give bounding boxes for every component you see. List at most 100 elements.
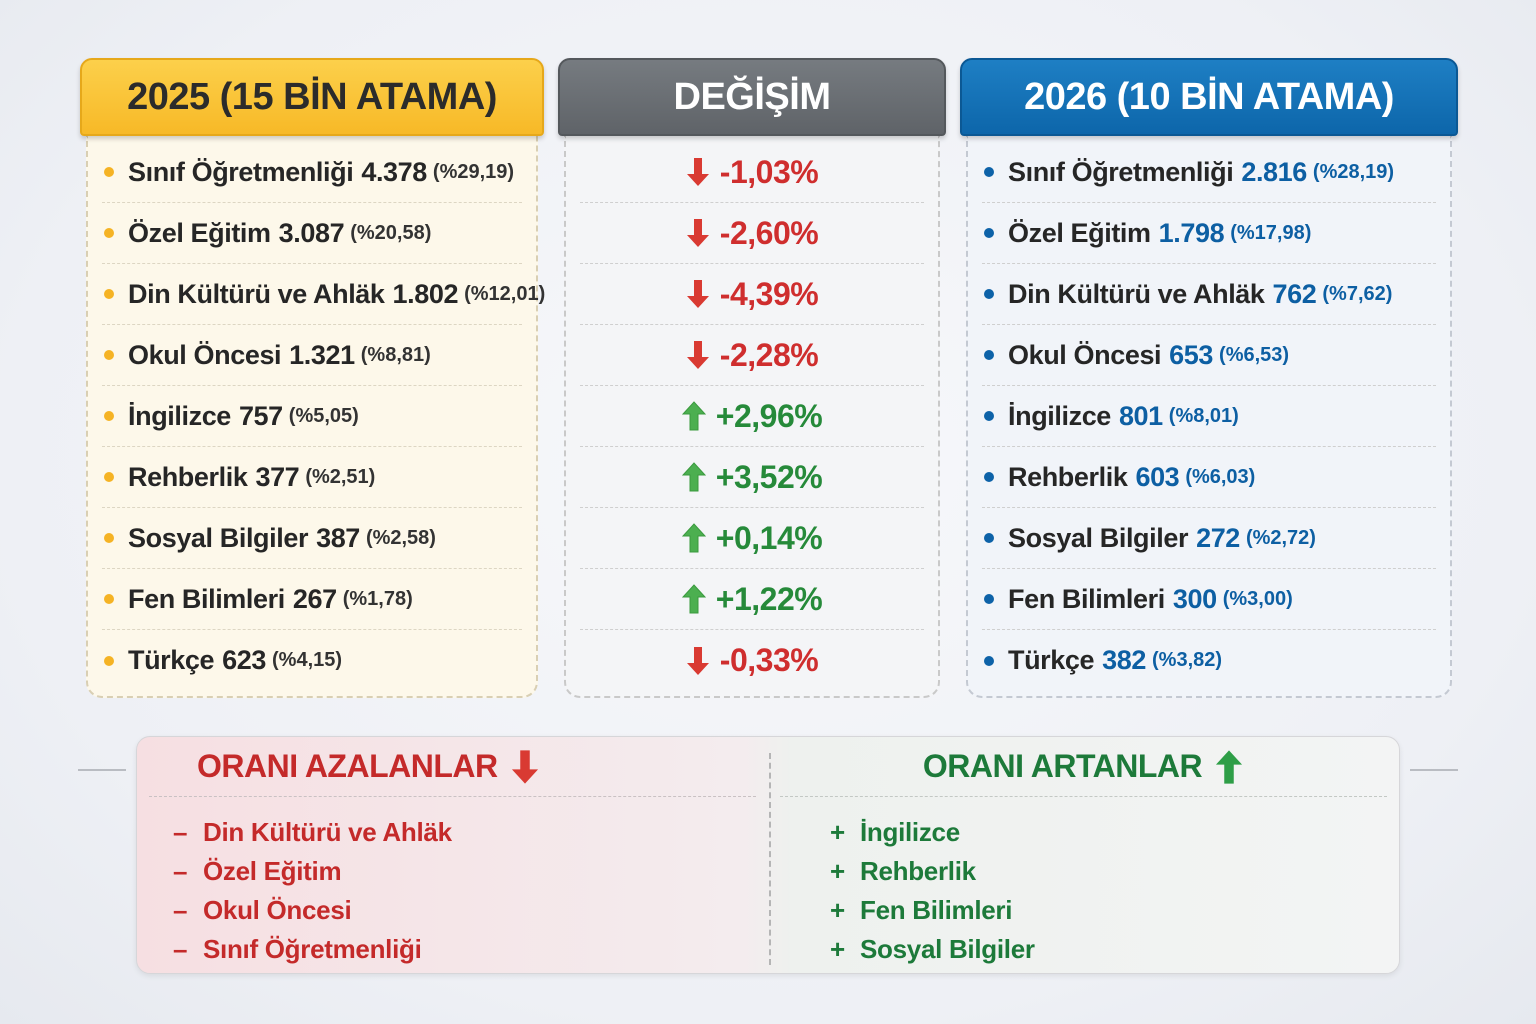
branch-count: 377 xyxy=(255,461,300,492)
plus-icon: + xyxy=(830,934,845,964)
change-value: -2,28% xyxy=(719,336,819,373)
branch-count: 1.802 xyxy=(392,278,459,309)
plus-icon: + xyxy=(830,817,845,847)
list-item: Rehberlik 603 (%6,03) xyxy=(982,447,1436,508)
bullet-dot-icon xyxy=(984,472,994,482)
branch-name: Türkçe xyxy=(128,645,215,675)
list-item: + İngilizce xyxy=(780,813,1387,852)
list-item: Din Kültürü ve Ahläk 1.802 (%12,01) xyxy=(102,264,545,325)
branch-percent: (%2,58) xyxy=(365,526,436,549)
decorative-line-left xyxy=(78,769,126,771)
bullet-dot-icon xyxy=(104,655,114,666)
list-item: Özel Eğitim 3.087 (%20,58) xyxy=(102,203,522,264)
branch-percent: (%2,72) xyxy=(1245,526,1316,549)
branch-percent: (%7,62) xyxy=(1322,282,1393,305)
branch-name: Sınıf Öğretmenliği xyxy=(128,156,354,187)
summary-increased-label: ORANI ARTANLAR xyxy=(922,748,1203,784)
item-label: Sosyal Bilgiler xyxy=(860,934,1035,964)
item-label: Okul Öncesi xyxy=(203,895,352,925)
list-item: Türkçe 382 (%3,82) xyxy=(982,630,1436,691)
list-item: Sınıf Öğretmenliği 4.378 (%29,19) xyxy=(102,142,522,203)
branch-count: 272 xyxy=(1196,522,1240,553)
branch-count: 387 xyxy=(316,522,360,553)
branch-count: 267 xyxy=(292,583,337,614)
header-2025: 2025 (15 BİN ATAMA) xyxy=(80,58,544,136)
list-item: -4,39% xyxy=(580,264,924,325)
arrow-up-icon xyxy=(681,584,706,614)
branch-count: 801 xyxy=(1118,400,1163,431)
branch-count: 757 xyxy=(238,400,283,431)
branch-percent: (%4,15) xyxy=(272,649,343,671)
list-item: +2,96% xyxy=(580,386,924,447)
list-2025: Sınıf Öğretmenliği 4.378 (%29,19) Özel Eği… xyxy=(86,136,545,698)
bullet-dot-icon xyxy=(104,350,114,360)
list-2026: Sınıf Öğretmenliği 2.816 (%28,19) Özel Eği… xyxy=(966,136,1452,698)
branch-percent: (%8,81) xyxy=(360,343,431,366)
branch-percent: (%6,53) xyxy=(1219,343,1290,366)
bullet-dot-icon xyxy=(104,167,114,177)
summary-decreased-title: ORANI AZALANLAR xyxy=(149,737,756,797)
arrow-down-icon xyxy=(686,280,709,308)
list-item: +0,14% xyxy=(580,508,924,569)
branch-name: Sosyal Bilgiler xyxy=(1008,522,1189,553)
list-item: Okul Öncesi 653 (%6,53) xyxy=(982,325,1436,386)
change-value: -0,33% xyxy=(719,642,819,678)
branch-percent: (%12,01) xyxy=(464,282,546,305)
column-change: DEĞİŞİM -1,03% -2,60% -4,39% -2,28% +2,9… xyxy=(558,58,946,698)
branch-count: 382 xyxy=(1102,645,1147,675)
item-label: Sınıf Öğretmenliği xyxy=(203,934,422,964)
column-2026: 2026 (10 BİN ATAMA) Sınıf Öğretmenliği 2.… xyxy=(960,58,1458,698)
branch-name: İngilizce xyxy=(128,400,231,431)
header-2025-title: 2025 (15 BİN ATAMA) xyxy=(127,75,497,118)
bullet-dot-icon xyxy=(984,411,994,421)
branch-name: Rehberlik xyxy=(128,461,248,492)
decorative-line-right xyxy=(1410,769,1458,771)
branch-count: 762 xyxy=(1272,278,1317,309)
branch-name: Rehberlik xyxy=(1008,461,1128,492)
list-item: + Rehberlik xyxy=(780,852,1387,891)
minus-icon: – xyxy=(173,856,188,886)
change-value: +0,14% xyxy=(715,519,823,556)
branch-percent: (%28,19) xyxy=(1312,160,1395,183)
branch-name: Okul Öncesi xyxy=(128,339,282,370)
minus-icon: – xyxy=(173,934,188,964)
list-item: Türkçe 623 (%4,15) xyxy=(102,630,522,691)
list-item: İngilizce 801 (%8,01) xyxy=(982,386,1436,447)
branch-percent: (%6,03) xyxy=(1185,465,1256,488)
item-label: Özel Eğitim xyxy=(203,856,342,886)
bullet-dot-icon xyxy=(104,472,114,482)
list-item: -0,33% xyxy=(580,630,924,691)
branch-name: Din Kültürü ve Ahläk xyxy=(128,278,385,309)
branch-percent: (%29,19) xyxy=(432,160,515,183)
branch-name: Fen Bilimleri xyxy=(128,583,285,614)
branch-name: İngilizce xyxy=(1008,400,1111,431)
bullet-dot-icon xyxy=(104,533,114,543)
item-label: Fen Bilimleri xyxy=(860,895,1013,925)
bullet-dot-icon xyxy=(984,655,994,666)
minus-icon: – xyxy=(173,895,188,925)
branch-name: Fen Bilimleri xyxy=(1008,583,1165,614)
list-item: – Özel Eğitim xyxy=(149,852,756,891)
branch-count: 623 xyxy=(222,645,267,675)
branch-count: 603 xyxy=(1135,461,1180,492)
bullet-dot-icon xyxy=(104,594,114,604)
branch-name: Türkçe xyxy=(1008,645,1095,675)
summary-increased-list: + İngilizce + Rehberlik + Fen Bilimleri + So… xyxy=(780,797,1387,969)
change-value: +3,52% xyxy=(715,458,823,495)
branch-name: Sınıf Öğretmenliği xyxy=(1008,156,1234,187)
list-item: Okul Öncesi 1.321 (%8,81) xyxy=(102,325,522,386)
arrow-down-icon xyxy=(511,749,538,784)
arrow-down-icon xyxy=(686,341,709,369)
branch-percent: (%2,51) xyxy=(305,465,376,488)
branch-count: 300 xyxy=(1172,583,1217,614)
bullet-dot-icon xyxy=(984,594,994,604)
bullet-dot-icon xyxy=(984,167,994,177)
header-change-title: DEĞİŞİM xyxy=(673,75,831,118)
bullet-dot-icon xyxy=(984,289,994,299)
branch-name: Din Kültürü ve Ahläk xyxy=(1008,278,1265,309)
summary-increased: ORANI ARTANLAR + İngilizce + Rehberlik + Fe… xyxy=(768,737,1399,973)
item-label: Rehberlik xyxy=(860,856,976,886)
header-change: DEĞİŞİM xyxy=(558,58,946,136)
list-item: – Okul Öncesi xyxy=(149,891,756,930)
column-2025: 2025 (15 BİN ATAMA) Sınıf Öğretmenliği 4.… xyxy=(80,58,545,698)
